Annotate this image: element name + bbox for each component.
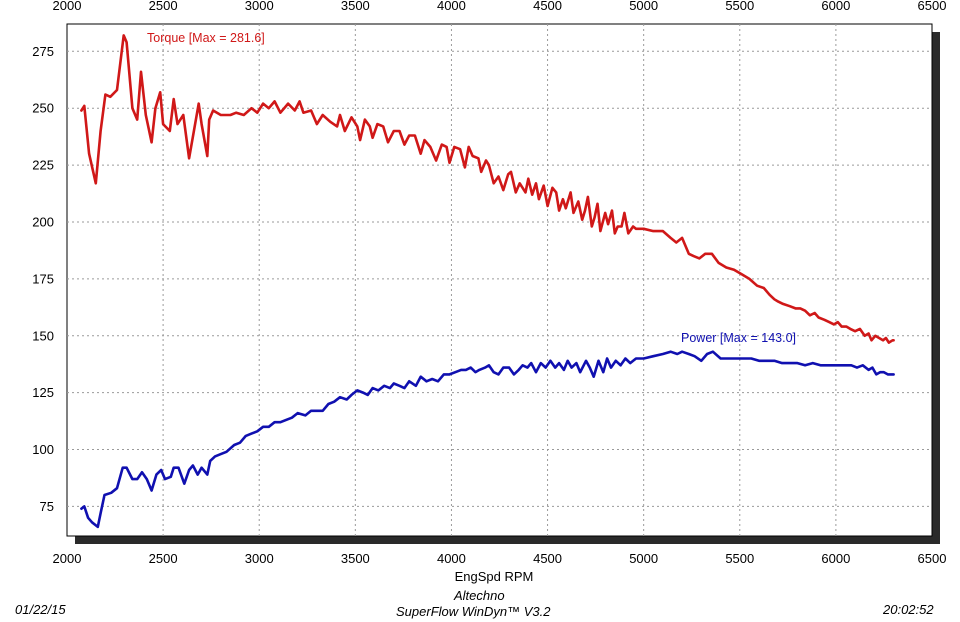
- y-tick-label: 175: [32, 271, 54, 286]
- x-axis-label: EngSpd RPM: [455, 569, 534, 584]
- x-tick-label-top: 2000: [53, 0, 82, 13]
- x-tick-label-top: 6000: [821, 0, 850, 13]
- y-tick-label: 200: [32, 214, 54, 229]
- grid: [67, 24, 932, 536]
- x-tick-label: 6000: [821, 551, 850, 566]
- torque-line: [80, 34, 895, 344]
- x-tick-label-top: 2500: [149, 0, 178, 13]
- x-tick-label: 3000: [245, 551, 274, 566]
- footer-date: 01/22/15: [15, 602, 66, 617]
- y-tick-label: 250: [32, 101, 54, 116]
- x-tick-label-top: 3000: [245, 0, 274, 13]
- footer-time: 20:02:52: [883, 602, 934, 617]
- x-tick-label-top: 4500: [533, 0, 562, 13]
- power-line: [80, 350, 895, 529]
- x-tick-label: 5500: [725, 551, 754, 566]
- x-tick-label: 3500: [341, 551, 370, 566]
- plot-area: [66, 23, 933, 537]
- y-tick-label: 75: [40, 499, 54, 514]
- x-tick-label-top: 5000: [629, 0, 658, 13]
- series-labels: Torque [Max = 281.6] Power [Max = 143.0]: [147, 31, 796, 345]
- x-tick-label-top: 6500: [918, 0, 947, 13]
- y-tick-label: 225: [32, 158, 54, 173]
- x-tick-label: 4000: [437, 551, 466, 566]
- x-tick-label: 6500: [918, 551, 947, 566]
- x-tick-label: 4500: [533, 551, 562, 566]
- footer-company: Altechno: [454, 588, 505, 603]
- x-tick-label-top: 5500: [725, 0, 754, 13]
- x-tick-label-top: 3500: [341, 0, 370, 13]
- y-tick-label: 150: [32, 328, 54, 343]
- series-lines: [80, 34, 895, 529]
- y-tick-label: 125: [32, 385, 54, 400]
- power-label: Power [Max = 143.0]: [681, 331, 796, 345]
- y-tick-label: 275: [32, 44, 54, 59]
- torque-label: Torque [Max = 281.6]: [147, 31, 265, 45]
- x-tick-label: 2500: [149, 551, 178, 566]
- x-tick-label: 2000: [53, 551, 82, 566]
- footer-software: SuperFlow WinDyn™ V3.2: [396, 604, 551, 619]
- tick-labels: 2000 2000 2500 2500 3000 3000 3500 3500 4000 4000…: [32, 0, 946, 566]
- x-tick-label: 5000: [629, 551, 658, 566]
- x-tick-label-top: 4000: [437, 0, 466, 13]
- y-tick-label: 100: [32, 442, 54, 457]
